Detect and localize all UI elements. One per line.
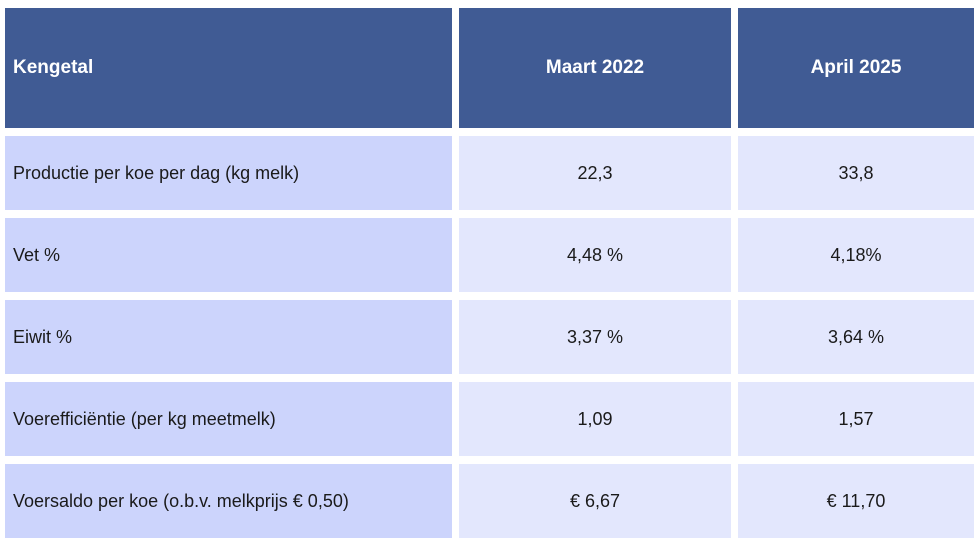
cell-productie-maart-2022: 22,3 — [459, 136, 731, 210]
kengetallen-table: Kengetal Maart 2022 April 2025 Productie… — [5, 8, 974, 538]
cell-voerefficientie-maart-2022: 1,09 — [459, 382, 731, 456]
cell-voersaldo-maart-2022: € 6,67 — [459, 464, 731, 538]
cell-eiwit-april-2025: 3,64 % — [738, 300, 974, 374]
header-maart-2022: Maart 2022 — [459, 8, 731, 128]
cell-voersaldo-april-2025: € 11,70 — [738, 464, 974, 538]
cell-voerefficientie-april-2025: 1,57 — [738, 382, 974, 456]
row-label-voerefficientie: Voerefficiëntie (per kg meetmelk) — [5, 382, 452, 456]
row-label-voersaldo: Voersaldo per koe (o.b.v. melkprijs € 0,… — [5, 464, 452, 538]
row-label-vet: Vet % — [5, 218, 452, 292]
cell-productie-april-2025: 33,8 — [738, 136, 974, 210]
header-april-2025: April 2025 — [738, 8, 974, 128]
row-label-productie: Productie per koe per dag (kg melk) — [5, 136, 452, 210]
row-label-eiwit: Eiwit % — [5, 300, 452, 374]
cell-vet-april-2025: 4,18% — [738, 218, 974, 292]
cell-eiwit-maart-2022: 3,37 % — [459, 300, 731, 374]
header-kengetal: Kengetal — [5, 8, 452, 128]
cell-vet-maart-2022: 4,48 % — [459, 218, 731, 292]
